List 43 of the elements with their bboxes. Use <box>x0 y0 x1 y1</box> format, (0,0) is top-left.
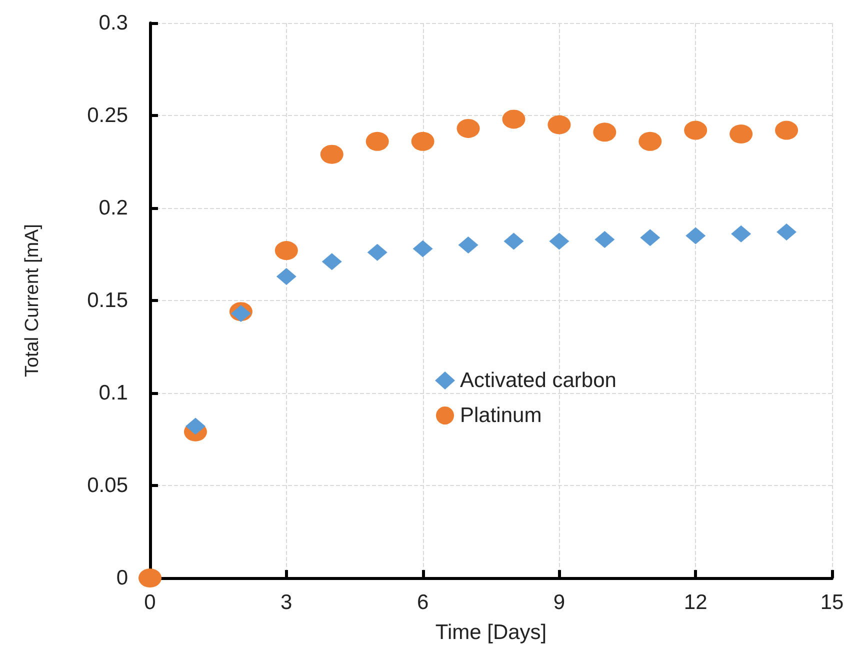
y-axis-title: Total Current [mA] <box>22 224 43 378</box>
point <box>322 253 342 270</box>
x-tick-label: 3 <box>280 591 292 614</box>
point <box>456 118 480 138</box>
point <box>138 568 162 588</box>
point <box>412 240 433 258</box>
legend-label: Platinum <box>460 404 542 427</box>
point <box>504 232 524 250</box>
point <box>366 132 389 151</box>
point <box>185 418 206 435</box>
y-tick-label: 0.15 <box>87 289 128 312</box>
point <box>458 236 478 254</box>
point <box>367 244 388 261</box>
point <box>548 115 571 134</box>
point <box>775 120 798 140</box>
x-tick-label: 0 <box>144 591 156 614</box>
point <box>731 225 752 242</box>
point <box>502 110 526 129</box>
point <box>684 120 708 140</box>
point <box>549 232 570 250</box>
y-tick-label: 0.3 <box>98 12 128 34</box>
point <box>411 132 434 151</box>
point <box>593 122 616 142</box>
y-tick-label: 0 <box>116 566 128 590</box>
x-tick-label: 12 <box>684 591 708 614</box>
point <box>686 227 706 244</box>
x-tick-label: 9 <box>553 591 566 614</box>
point <box>276 268 296 285</box>
y-tick-label: 0.05 <box>87 474 128 497</box>
legend-label: Activated carbon <box>460 369 616 392</box>
x-tick-label: 15 <box>820 591 844 614</box>
x-axis-title: Time [Days] <box>435 621 547 644</box>
y-tick-label: 0.2 <box>98 196 128 220</box>
point <box>640 229 660 246</box>
point <box>638 132 662 151</box>
point <box>594 230 615 248</box>
point <box>274 241 298 260</box>
point <box>776 224 797 241</box>
point <box>320 144 344 164</box>
point <box>730 124 753 144</box>
x-tick-label: 6 <box>416 591 429 614</box>
y-tick-label: 0.1 <box>98 382 128 404</box>
y-tick-label: 0.25 <box>87 104 128 127</box>
